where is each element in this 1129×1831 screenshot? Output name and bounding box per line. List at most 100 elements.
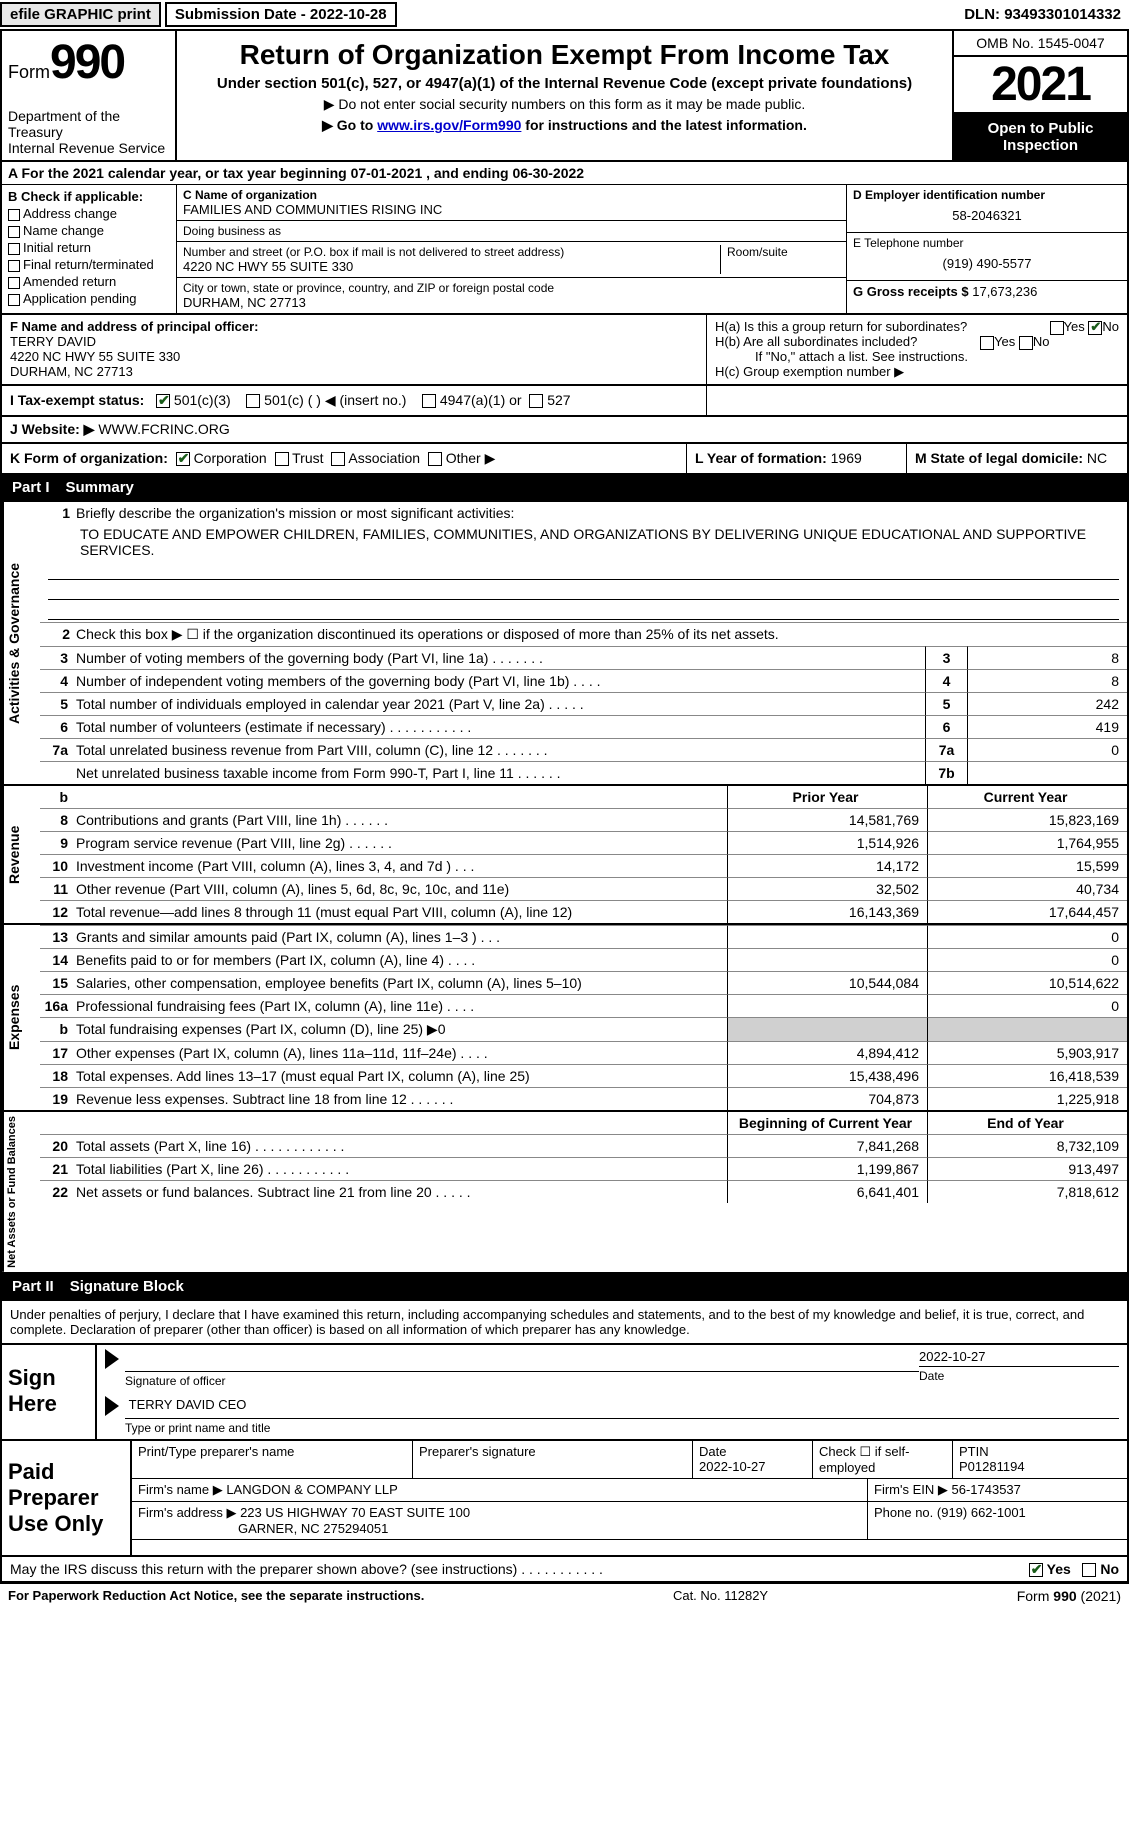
- line-text: Grants and similar amounts paid (Part IX…: [72, 925, 727, 948]
- pp-date-label: Date: [699, 1444, 726, 1459]
- chk-501c[interactable]: [246, 394, 260, 408]
- line-num: 18: [40, 1064, 72, 1087]
- form-subtitle-2: ▶ Do not enter social security numbers o…: [185, 96, 944, 113]
- room-label: Room/suite: [727, 245, 840, 259]
- ha-label: H(a) Is this a group return for subordin…: [715, 319, 967, 334]
- ha-no[interactable]: [1088, 321, 1102, 335]
- chk-amended[interactable]: [8, 277, 20, 289]
- part-2-header: Part II Signature Block: [0, 1274, 1129, 1301]
- line-num: 6: [40, 715, 72, 738]
- h-column: H(a) Is this a group return for subordin…: [707, 315, 1127, 384]
- no-label-2: No: [1033, 334, 1050, 349]
- line-text: Professional fundraising fees (Part IX, …: [72, 994, 727, 1017]
- part-2-label: Part II: [12, 1278, 54, 1295]
- revenue-header-row: b Prior Year Current Year: [40, 786, 1127, 808]
- gross-label: G Gross receipts $: [853, 284, 972, 299]
- line-box: 6: [925, 715, 967, 738]
- irs-link[interactable]: www.irs.gov/Form990: [377, 117, 521, 133]
- chk-address-change[interactable]: [8, 209, 20, 221]
- firm-addr1: 223 US HIGHWAY 70 EAST SUITE 100: [240, 1505, 470, 1520]
- line-num: 8: [40, 808, 72, 831]
- form-subtitle-1: Under section 501(c), 527, or 4947(a)(1)…: [185, 75, 944, 92]
- prior-value: [727, 925, 927, 948]
- current-value: 0: [927, 925, 1127, 948]
- part-1-label: Part I: [12, 479, 50, 496]
- discuss-question: May the IRS discuss this return with the…: [10, 1561, 603, 1577]
- ein-label: D Employer identification number: [853, 188, 1045, 202]
- current-value: 0: [927, 948, 1127, 971]
- website-value: WWW.FCRINC.ORG: [98, 421, 229, 437]
- line-1-label: Briefly describe the organization's miss…: [76, 505, 1123, 521]
- revenue-lines: 8 Contributions and grants (Part VIII, l…: [40, 808, 1127, 923]
- ha-yes[interactable]: [1050, 321, 1064, 335]
- chk-final-return[interactable]: [8, 260, 20, 272]
- firm-name: LANGDON & COMPANY LLP: [226, 1482, 397, 1497]
- firm-ein: 56-1743537: [951, 1482, 1020, 1497]
- city-value: DURHAM, NC 27713: [183, 295, 840, 310]
- line-num: 16a: [40, 994, 72, 1017]
- firm-ein-label: Firm's EIN ▶: [874, 1482, 951, 1497]
- header-bar: efile GRAPHIC print Submission Date - 20…: [0, 0, 1129, 31]
- current-value: 10,514,622: [927, 971, 1127, 994]
- hb-yes[interactable]: [980, 336, 994, 350]
- efile-print-button[interactable]: efile GRAPHIC print: [0, 2, 161, 27]
- section-f-h: F Name and address of principal officer:…: [0, 315, 1129, 386]
- opt-527: 527: [547, 392, 570, 408]
- chk-4947[interactable]: [422, 394, 436, 408]
- line-num: [40, 761, 72, 784]
- line-text: Benefits paid to or for members (Part IX…: [72, 948, 727, 971]
- line-num: 19: [40, 1087, 72, 1110]
- current-year-header: Current Year: [927, 786, 1127, 808]
- row-a-tax-year: A For the 2021 calendar year, or tax yea…: [0, 162, 1129, 185]
- line-num: 5: [40, 692, 72, 715]
- chk-other[interactable]: [428, 452, 442, 466]
- ptin-label: PTIN: [959, 1444, 989, 1459]
- chk-trust[interactable]: [275, 452, 289, 466]
- discuss-yes-chk[interactable]: [1029, 1563, 1043, 1577]
- mission-text: TO EDUCATE AND EMPOWER CHILDREN, FAMILIE…: [40, 524, 1127, 560]
- sig-arrow-icon: [105, 1349, 119, 1369]
- line-text: Total expenses. Add lines 13–17 (must eq…: [72, 1064, 727, 1087]
- line-num: 22: [40, 1180, 72, 1203]
- chk-assoc[interactable]: [331, 452, 345, 466]
- prior-value: [727, 1017, 927, 1041]
- line-text: Total number of volunteers (estimate if …: [72, 715, 925, 738]
- line-value: 419: [967, 715, 1127, 738]
- end-year-header: End of Year: [927, 1112, 1127, 1134]
- line-2-text: Check this box ▶ ☐ if the organization d…: [76, 626, 1123, 643]
- submission-date-label: Submission Date -: [175, 6, 310, 23]
- footer-left: For Paperwork Reduction Act Notice, see …: [8, 1588, 424, 1604]
- chk-name-change[interactable]: [8, 226, 20, 238]
- net-header-row: Beginning of Current Year End of Year: [40, 1112, 1127, 1134]
- column-c-org-info: C Name of organization FAMILIES AND COMM…: [177, 185, 847, 313]
- line-text: Contributions and grants (Part VIII, lin…: [72, 808, 727, 831]
- prior-value: 1,514,926: [727, 831, 927, 854]
- chk-501c3[interactable]: [156, 394, 170, 408]
- org-name: FAMILIES AND COMMUNITIES RISING INC: [183, 202, 840, 217]
- hb-no[interactable]: [1019, 336, 1033, 350]
- line-num: 13: [40, 925, 72, 948]
- discuss-no-chk[interactable]: [1082, 1563, 1096, 1577]
- opt-assoc: Association: [348, 450, 420, 466]
- mission-underline-2: [48, 582, 1119, 600]
- chk-527[interactable]: [529, 394, 543, 408]
- chk-corp[interactable]: [176, 452, 190, 466]
- line-num: 15: [40, 971, 72, 994]
- side-label-net: Net Assets or Fund Balances: [2, 1112, 40, 1272]
- opt-501c3: 501(c)(3): [174, 392, 231, 408]
- year-formation: 1969: [831, 450, 862, 466]
- line-value: [967, 761, 1127, 784]
- row-k-label: K Form of organization:: [10, 450, 168, 466]
- line-num: 12: [40, 900, 72, 923]
- opt-app-pending: Application pending: [23, 291, 136, 306]
- prior-value: 16,143,369: [727, 900, 927, 923]
- chk-app-pending[interactable]: [8, 294, 20, 306]
- yes-label: Yes: [1064, 319, 1085, 334]
- firm-addr2: GARNER, NC 275294051: [238, 1521, 388, 1536]
- row-k-l-m: K Form of organization: Corporation Trus…: [0, 444, 1129, 475]
- submission-date: 2022-10-28: [310, 6, 387, 23]
- omb-number: OMB No. 1545-0047: [954, 31, 1127, 57]
- sig-officer-label: Signature of officer: [125, 1374, 919, 1388]
- prior-value: 15,438,496: [727, 1064, 927, 1087]
- chk-initial-return[interactable]: [8, 243, 20, 255]
